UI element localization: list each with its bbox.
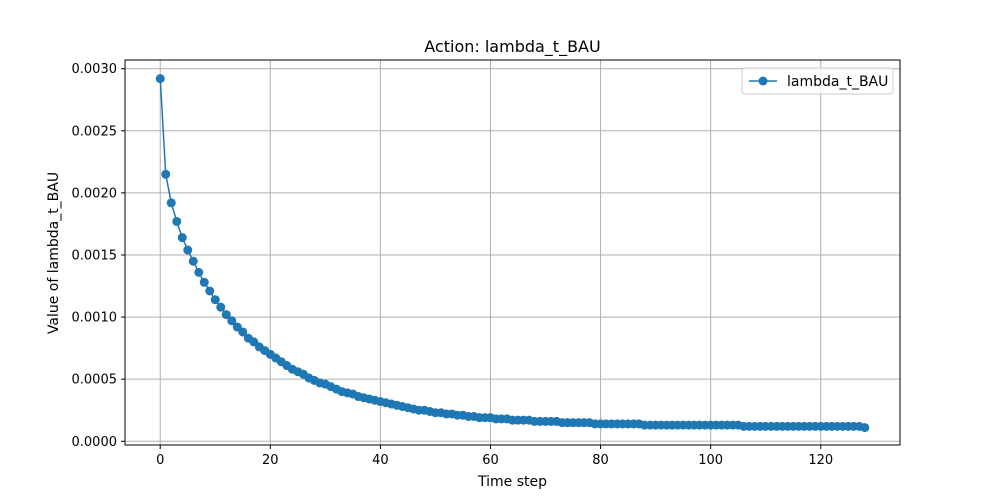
data-point (172, 216, 182, 226)
y-tick-label: 0.0010 (72, 311, 118, 326)
chart-title: Action: lambda_t_BAU (424, 37, 600, 57)
y-tick-label: 0.0005 (72, 373, 118, 388)
y-tick-label: 0.0025 (72, 124, 118, 139)
data-point (205, 286, 215, 296)
data-point (183, 245, 193, 255)
x-tick-label: 80 (592, 453, 609, 468)
x-tick-label: 20 (262, 453, 279, 468)
data-point (860, 423, 870, 433)
x-tick-label: 40 (372, 453, 389, 468)
data-point (210, 295, 220, 305)
series-lambda-t-bau (155, 74, 870, 433)
data-point (221, 310, 231, 320)
data-point (177, 233, 187, 243)
data-point (227, 316, 237, 326)
data-point (161, 169, 171, 179)
x-tick-label: 60 (482, 453, 499, 468)
grid (125, 60, 900, 445)
data-point (216, 302, 226, 312)
data-point (155, 74, 165, 84)
data-point (188, 256, 198, 266)
legend-marker-swatch (758, 76, 768, 86)
plot-area (125, 60, 900, 445)
legend-label: lambda_t_BAU (787, 74, 888, 90)
x-tick-label: 0 (156, 453, 164, 468)
legend-box (741, 67, 894, 95)
x-tick-label: 120 (808, 453, 833, 468)
legend: lambda_t_BAU (741, 67, 894, 95)
y-tick-label: 0.0030 (72, 62, 118, 77)
y-axis-label: Value of lambda_t_BAU (46, 172, 62, 334)
y-axis-ticks: 0.0000 0.0005 0.0010 0.0015 0.0020 0.0025 0.00… (72, 62, 125, 450)
y-tick-label: 0.0015 (72, 248, 118, 263)
data-point (166, 198, 176, 208)
axes-frame (124, 59, 901, 446)
y-tick-label: 0.0020 (72, 186, 118, 201)
x-axis-ticks: 0 20 40 60 80 100 120 (156, 445, 833, 468)
data-point (194, 267, 204, 277)
data-point (199, 277, 209, 287)
y-tick-label: 0.0000 (72, 435, 118, 450)
data-point (238, 327, 248, 337)
x-tick-label: 100 (698, 453, 723, 468)
x-axis-label: Time step (477, 474, 547, 490)
